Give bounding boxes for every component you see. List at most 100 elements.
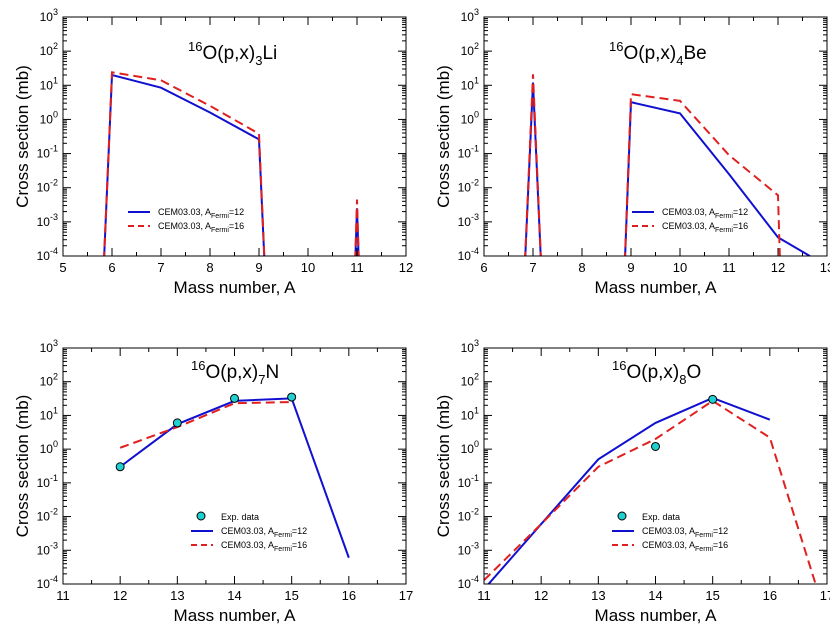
x-tick-label: 7: [529, 260, 536, 275]
y-tick-label: 103: [461, 338, 479, 355]
plot-area: [103, 71, 360, 256]
y-tick-label: 10-1: [37, 144, 58, 161]
panel-title: 16O(p,x)4Be: [609, 39, 707, 68]
y-tick-label: 102: [40, 41, 58, 58]
x-axis-label: Mass number, A: [174, 606, 297, 624]
x-axis-label: Mass number, A: [174, 278, 297, 297]
y-tick-label: 10-2: [37, 178, 58, 195]
x-tick-label: 14: [648, 588, 662, 603]
x-tick-label: 11: [56, 588, 70, 603]
x-tick-label: 10: [301, 260, 315, 275]
y-tick-label: 100: [40, 109, 58, 126]
legend-exp-label: Exp. data: [221, 512, 259, 522]
exp-data-point: [115, 462, 125, 472]
y-tick-label: 101: [461, 405, 479, 422]
x-tick-label: 16: [763, 588, 777, 603]
x-tick-label: 6: [480, 260, 487, 275]
y-tick-label: 101: [40, 405, 58, 422]
chart-panel-1: 10-4 10-3 10-2 10-1 100 101 102 103 5 6 7 8 9 10 11 12 1…: [13, 7, 413, 297]
x-tick-label: 8: [578, 260, 585, 275]
plot-frame: [62, 347, 407, 585]
y-tick-label: 102: [461, 41, 479, 58]
y-tick-label: 102: [40, 372, 58, 389]
x-tick-label: 14: [227, 588, 241, 603]
y-tick-label: 101: [461, 75, 479, 92]
y-tick-label: 100: [461, 109, 479, 126]
legend-label-1: CEM03.03, AFermi=12: [221, 526, 307, 539]
y-tick-label: 103: [461, 7, 479, 24]
y-tick-label: 100: [40, 439, 58, 456]
exp-data-point: [708, 394, 718, 404]
x-tick-label: 8: [206, 260, 213, 275]
x-tick-label: 7: [157, 260, 164, 275]
x-tick-label: 6: [108, 260, 115, 275]
y-tick-label: 10-4: [458, 574, 479, 591]
legend-exp-marker: [617, 511, 627, 521]
chart-panel-3: 10-4 10-3 10-2 10-1 100 101 102 103 11 12 13 14 15 16…: [13, 338, 413, 624]
plot-area: [115, 392, 350, 559]
y-tick-label: 103: [40, 7, 58, 24]
legend-label-2: CEM03.03, AFermi=16: [158, 221, 244, 234]
y-tick-label: 10-3: [458, 212, 479, 229]
plot-area: [524, 74, 811, 256]
x-tick-label: 13: [820, 260, 830, 275]
legend-label-1: CEM03.03, AFermi=12: [158, 207, 244, 220]
x-tick-label: 5: [59, 260, 66, 275]
y-tick-label: 101: [40, 75, 58, 92]
x-tick-label: 11: [722, 260, 736, 275]
x-tick-label: 17: [399, 588, 413, 603]
plot-area: [484, 394, 817, 584]
panel-title: 16O(p,x)8O: [612, 358, 701, 387]
y-tick-label: 10-2: [458, 178, 479, 195]
plot-frame: [62, 16, 407, 257]
x-axis-label: Mass number, A: [595, 278, 718, 297]
series-line-2: [524, 74, 781, 256]
chart-panel-4: 10-4 10-3 10-2 10-1 100 101 102 103 11 12 13 14 15 16…: [434, 338, 830, 624]
chart-panel-2: 10-4 10-3 10-2 10-1 100 101 102 103 6 7 8 9 10 11 12 13…: [434, 7, 830, 297]
legend-exp-marker: [196, 511, 206, 521]
legend-label-2: CEM03.03, AFermi=16: [642, 540, 728, 553]
exp-data-point: [651, 441, 660, 451]
panel-title: 16O(p,x)3Li: [188, 39, 277, 68]
y-tick-label: 10-1: [458, 144, 479, 161]
y-tick-label: 10-3: [37, 212, 58, 229]
series-line-2: [484, 399, 817, 584]
x-tick-label: 9: [627, 260, 634, 275]
x-axis-label: Mass number, A: [595, 606, 718, 624]
x-tick-label: 9: [255, 260, 262, 275]
y-axis-label: Cross section (mb): [434, 65, 453, 208]
x-tick-label: 11: [477, 588, 491, 603]
series-line-1: [487, 396, 771, 584]
x-tick-label: 11: [350, 260, 364, 275]
x-tick-label: 16: [342, 588, 356, 603]
y-tick-label: 10-4: [37, 574, 58, 591]
x-tick-label: 13: [591, 588, 605, 603]
legend-label-1: CEM03.03, AFermi=12: [662, 207, 748, 220]
exp-data-point: [230, 393, 239, 403]
y-axis-label: Cross section (mb): [13, 65, 32, 208]
y-tick-label: 10-1: [458, 473, 479, 490]
y-tick-label: 102: [461, 372, 479, 389]
y-axis-label: Cross section (mb): [13, 395, 32, 538]
y-tick-label: 10-2: [458, 507, 479, 524]
series-line-2: [119, 401, 292, 449]
x-tick-label: 12: [399, 260, 413, 275]
exp-data-point: [172, 418, 182, 428]
y-tick-label: 103: [40, 338, 58, 355]
x-tick-label: 15: [705, 588, 719, 603]
y-tick-label: 10-3: [37, 540, 58, 557]
x-tick-label: 13: [170, 588, 184, 603]
legend-label-1: CEM03.03, AFermi=12: [642, 526, 728, 539]
y-tick-label: 10-1: [37, 473, 58, 490]
y-tick-label: 10-2: [37, 507, 58, 524]
x-tick-label: 17: [820, 588, 830, 603]
panel-title: 16O(p,x)7N: [191, 358, 279, 387]
legend-label-2: CEM03.03, AFermi=16: [221, 540, 307, 553]
exp-data-point: [287, 392, 297, 402]
x-tick-label: 10: [673, 260, 687, 275]
legend-exp-label: Exp. data: [642, 512, 680, 522]
